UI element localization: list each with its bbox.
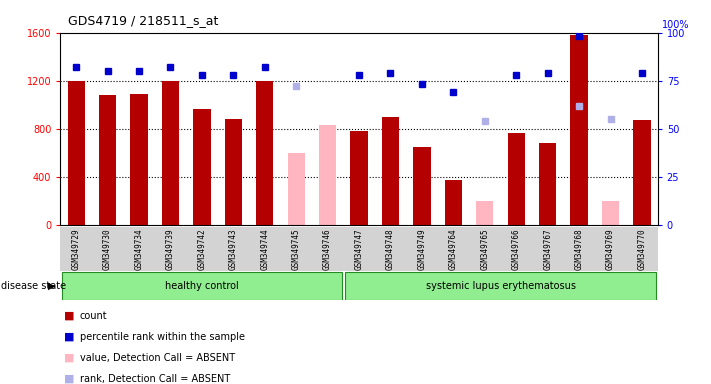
Text: GSM349745: GSM349745 [292, 228, 301, 270]
Text: GSM349748: GSM349748 [386, 228, 395, 270]
Bar [634, 120, 651, 225]
Bar [225, 119, 242, 225]
Bar [319, 125, 336, 225]
Text: GSM349766: GSM349766 [512, 228, 520, 270]
Bar [476, 201, 493, 225]
Bar [287, 153, 305, 225]
Bar [508, 134, 525, 225]
Text: count: count [80, 311, 107, 321]
Text: ▶: ▶ [48, 281, 55, 291]
Text: ■: ■ [64, 353, 75, 363]
Bar [602, 201, 619, 225]
Text: GSM349769: GSM349769 [606, 228, 615, 270]
Bar [570, 35, 588, 225]
Text: GSM349742: GSM349742 [198, 228, 206, 270]
FancyBboxPatch shape [345, 272, 656, 300]
Bar [444, 180, 462, 225]
Text: GSM349747: GSM349747 [355, 228, 363, 270]
Text: ■: ■ [64, 332, 75, 342]
Text: GSM349744: GSM349744 [260, 228, 269, 270]
Text: GSM349749: GSM349749 [417, 228, 427, 270]
Bar [130, 94, 148, 225]
Text: healthy control: healthy control [165, 281, 239, 291]
Text: GSM349764: GSM349764 [449, 228, 458, 270]
Text: GSM349734: GSM349734 [134, 228, 144, 270]
Text: GSM349729: GSM349729 [72, 228, 80, 270]
Text: GSM349739: GSM349739 [166, 228, 175, 270]
Bar [351, 131, 368, 225]
Text: GSM349746: GSM349746 [323, 228, 332, 270]
Bar [256, 81, 274, 225]
Text: GSM349768: GSM349768 [574, 228, 584, 270]
Bar [413, 147, 431, 225]
Bar [382, 117, 399, 225]
Text: GSM349743: GSM349743 [229, 228, 237, 270]
Text: GSM349730: GSM349730 [103, 228, 112, 270]
Bar [539, 143, 556, 225]
Bar [99, 95, 116, 225]
Text: systemic lupus erythematosus: systemic lupus erythematosus [425, 281, 575, 291]
Text: GSM349765: GSM349765 [481, 228, 489, 270]
Text: rank, Detection Call = ABSENT: rank, Detection Call = ABSENT [80, 374, 230, 384]
Text: disease state: disease state [1, 281, 66, 291]
Text: ■: ■ [64, 374, 75, 384]
Bar [193, 109, 210, 225]
Bar [68, 81, 85, 225]
Text: 100%: 100% [662, 20, 690, 30]
Text: value, Detection Call = ABSENT: value, Detection Call = ABSENT [80, 353, 235, 363]
FancyBboxPatch shape [62, 272, 342, 300]
Text: percentile rank within the sample: percentile rank within the sample [80, 332, 245, 342]
Text: ■: ■ [64, 311, 75, 321]
Text: GSM349770: GSM349770 [638, 228, 646, 270]
Text: GDS4719 / 218511_s_at: GDS4719 / 218511_s_at [68, 14, 218, 27]
Text: GSM349767: GSM349767 [543, 228, 552, 270]
Bar [162, 81, 179, 225]
